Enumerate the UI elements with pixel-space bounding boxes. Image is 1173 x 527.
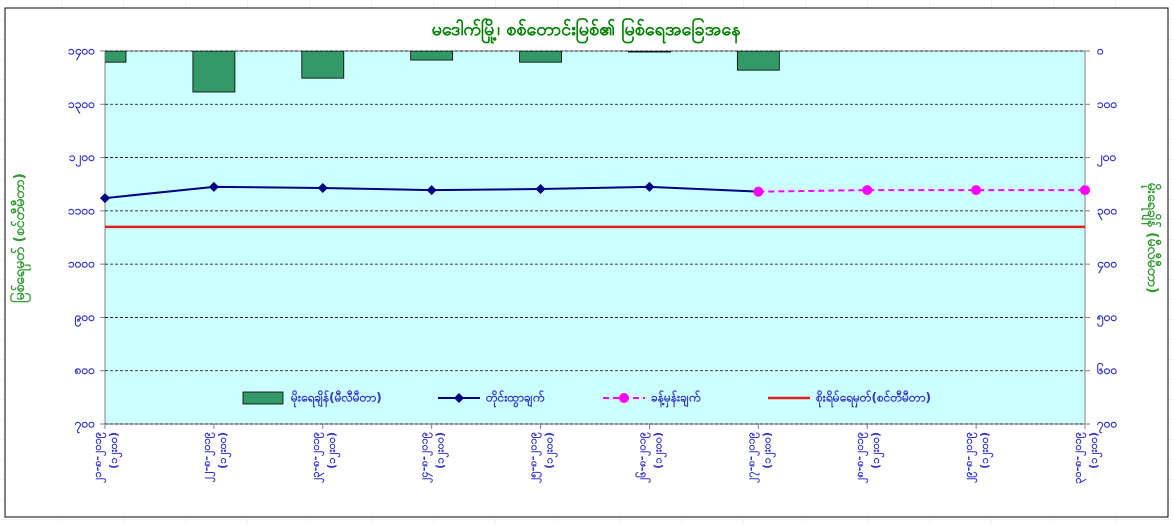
series-line [758, 189, 1085, 193]
x-tick-label: (၁၂း၀၀) [107, 432, 123, 469]
x-tick-label: (၁၂း၀၀) [651, 432, 667, 469]
legend-label: ခန့်မှန်းချက် [651, 389, 701, 409]
y2-tick-label: ၆၀၀ [1096, 361, 1118, 377]
y-tick-label: ၇၀၀ [74, 417, 96, 435]
rain-bar [410, 51, 454, 61]
plot-layer [105, 51, 780, 93]
x-tick-label: ၃၀-၈-၂၀၁၉ [1071, 432, 1087, 484]
y2-tick-label: ၂၀၀ [1096, 150, 1117, 168]
x-tick-label: (၁၂း၀၀) [869, 432, 885, 469]
y2-tick-label: ၀ [1096, 44, 1104, 58]
rain-bar [519, 51, 562, 63]
x-tick-label: (၁၂း၀၀) [1087, 432, 1103, 469]
point [753, 186, 764, 197]
x-tick-label: ၂၉-၈-၂၀၁၉ [962, 432, 978, 483]
y-axis-title: မြစ်ရေမှတ် (စင်တီမီတာ) [10, 173, 31, 303]
rain-bar [192, 51, 236, 93]
y2-tick-label: ၇၀၀ [1096, 417, 1118, 435]
x-tick-label: (၁၂း၀၀) [543, 432, 559, 469]
x-tick-label: (၁၂း၀၀) [978, 432, 994, 469]
legend-swatch [242, 391, 284, 405]
legend-marker [454, 393, 464, 403]
y2-tick-label: ၄၀၀ [1096, 257, 1118, 275]
point [208, 181, 219, 192]
point [971, 185, 982, 196]
y-tick-label: ၁၃၀၀ [68, 97, 95, 115]
y-tick-label: ၁၀၀၀ [68, 257, 95, 271]
point [535, 184, 546, 195]
legend: မိုးရေချိန်(မီလီမီတာ) တိုင်းထွာချက် ခန့်မှ… [242, 389, 931, 409]
x-tick-label: (၁၂း၀၀) [760, 432, 776, 469]
x-tick-label: ၂၂-၈-၂၀၁၉ [200, 432, 216, 482]
y2-tick-label: ၅၀၀ [1096, 310, 1118, 328]
x-tick-label: ၂၁-၈-၂၀၁၉ [91, 432, 107, 483]
point [100, 193, 110, 204]
point [1080, 185, 1090, 196]
y-tick-label: ၁၂၀၀ [69, 150, 95, 168]
x-tick-label: ၂၃-၈-၂၀၁၉ [309, 432, 325, 483]
x-tick-label: (၁၂း၀၀) [216, 432, 232, 469]
legend-label: မိုးရေချိန်(မီလီမီတာ) [290, 389, 382, 409]
x-tick-label: (၁၂း၀၀) [325, 432, 341, 469]
y-tick-label: ၉၀၀ [74, 310, 96, 328]
x-tick-label: ၂၄-၈-၂၀၁၉ [418, 432, 434, 483]
legend-label: စိုးရိမ်ရေမှတ်(စင်တီမီတာ) [815, 389, 931, 409]
point [317, 182, 328, 193]
plot-area [104, 50, 1086, 425]
x-tick-label: ၂၇-၈-၂၀၁၉ [744, 432, 760, 483]
x-tick-label: (၁၂း၀၀) [434, 432, 450, 469]
point [862, 185, 873, 196]
rain-bar [628, 51, 671, 53]
y2-tick-label: ၁၀၀ [1097, 97, 1118, 111]
chart-title: မဒေါက်မြို့၊ စစ်တောင်းမြစ်၏ မြစ်ရေအခြေအန… [432, 17, 742, 44]
y-tick-label: ၁၁၀၀ [68, 203, 95, 217]
rain-bar [736, 51, 780, 71]
y2-tick-label: ၃၀၀ [1097, 203, 1118, 221]
x-tick-label: ၂၈-၈-၂၀၁၉ [853, 432, 869, 483]
rain-bar [301, 51, 345, 79]
rain-bar [105, 51, 127, 63]
x-tick-label: ၂၅-၈-၂၀၁၉ [527, 432, 543, 483]
legend-marker [619, 393, 629, 403]
legend-label: တိုင်းထွာချက် [485, 389, 545, 409]
y-tick-label: ၈၀၀ [74, 363, 96, 377]
y-tick-label: ၁၄၀၀ [68, 44, 95, 62]
point [426, 185, 437, 196]
point [644, 181, 655, 192]
y2-axis-title: မိုးရေချိန် (မီလီမီတာ) [1141, 183, 1161, 294]
x-tick-label: ၂၆-၈-၂၀၁၉ [635, 432, 651, 483]
